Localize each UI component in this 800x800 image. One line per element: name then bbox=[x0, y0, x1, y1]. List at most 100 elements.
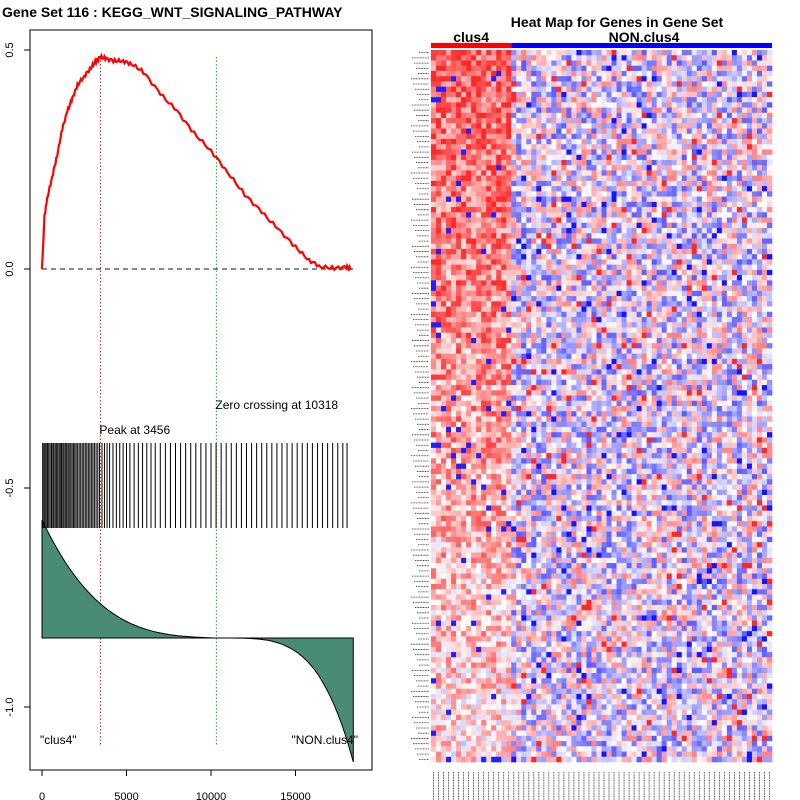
heatmap-cell bbox=[456, 421, 462, 428]
heatmap-cell bbox=[546, 411, 552, 417]
heatmap-cell bbox=[641, 207, 647, 213]
heatmap-cell bbox=[501, 180, 507, 187]
heatmap-cell bbox=[441, 102, 447, 108]
heatmap-cell bbox=[486, 228, 492, 234]
heatmap-cell bbox=[686, 217, 693, 224]
heatmap-cell bbox=[481, 175, 487, 182]
heatmap-cell bbox=[556, 196, 562, 203]
heatmap-cell bbox=[731, 165, 738, 171]
heatmap-cell bbox=[481, 348, 487, 354]
heatmap-cell bbox=[721, 86, 728, 93]
heatmap-cell bbox=[511, 353, 517, 360]
heatmap-cell bbox=[756, 290, 763, 297]
heatmap-cell bbox=[651, 243, 657, 250]
heatmap-cell bbox=[721, 280, 728, 286]
heatmap-cell bbox=[696, 406, 703, 412]
heatmap-cell bbox=[681, 301, 688, 307]
heatmap-cell bbox=[631, 296, 637, 302]
heatmap-cell bbox=[546, 76, 552, 82]
heatmap-cell bbox=[696, 65, 703, 72]
heatmap-cell bbox=[516, 248, 522, 255]
heatmap-cell bbox=[761, 337, 768, 344]
heatmap-cell bbox=[636, 296, 642, 302]
heatmap-cell bbox=[461, 107, 467, 114]
heatmap-cell bbox=[646, 322, 652, 328]
heatmap-cell bbox=[641, 269, 647, 276]
heatmap-cell bbox=[676, 128, 683, 135]
heatmap-cell bbox=[616, 280, 622, 286]
heatmap-cell bbox=[726, 123, 733, 129]
heatmap-cell bbox=[706, 118, 713, 124]
heatmap-cell bbox=[641, 170, 647, 176]
heatmap-cell bbox=[551, 385, 557, 391]
heatmap-cell bbox=[501, 159, 507, 166]
heatmap-cell bbox=[596, 139, 602, 145]
heatmap-cell bbox=[471, 348, 477, 354]
heatmap-cell bbox=[601, 201, 607, 208]
heatmap-cell bbox=[541, 364, 547, 370]
heatmap-cell bbox=[621, 91, 627, 98]
heatmap-cell bbox=[491, 159, 497, 166]
heatmap-cell bbox=[521, 222, 527, 229]
heatmap-cell bbox=[491, 379, 497, 386]
heatmap-cell bbox=[551, 97, 557, 103]
heatmap-cell bbox=[701, 269, 708, 276]
heatmap-cell bbox=[526, 343, 532, 349]
heatmap-cell bbox=[531, 86, 537, 93]
heatmap-cell bbox=[586, 118, 592, 124]
heatmap-cell bbox=[666, 65, 672, 72]
heatmap-cell bbox=[671, 406, 678, 412]
heatmap-cell bbox=[456, 139, 462, 145]
heatmap-cell bbox=[526, 180, 532, 187]
heatmap-cell bbox=[596, 322, 602, 328]
heatmap-cell bbox=[631, 364, 637, 370]
heatmap-cell bbox=[531, 70, 537, 77]
heatmap-cell bbox=[566, 70, 572, 77]
heatmap-cell bbox=[746, 400, 753, 407]
heatmap-cell bbox=[536, 369, 542, 375]
heatmap-cell bbox=[566, 306, 572, 313]
heatmap-cell bbox=[456, 107, 462, 114]
heatmap-cell bbox=[561, 175, 567, 182]
heatmap-cell bbox=[501, 243, 507, 250]
heatmap-cell bbox=[601, 296, 607, 302]
heatmap-cell bbox=[506, 411, 512, 417]
heatmap-cell bbox=[741, 259, 748, 265]
heatmap-cell bbox=[606, 390, 612, 396]
heatmap-cell bbox=[571, 50, 577, 56]
heatmap-cell bbox=[631, 416, 637, 423]
heatmap-cell bbox=[696, 327, 703, 334]
heatmap-cell bbox=[496, 317, 502, 323]
heatmap-cell bbox=[451, 364, 457, 370]
heatmap-cell bbox=[486, 275, 492, 281]
heatmap-cell bbox=[456, 149, 462, 156]
heatmap-cell bbox=[446, 123, 452, 129]
heatmap-cell bbox=[696, 259, 703, 265]
heatmap-cell bbox=[546, 332, 552, 339]
heatmap-cell bbox=[496, 254, 502, 260]
heatmap-cell bbox=[616, 358, 622, 365]
heatmap-cell bbox=[661, 248, 667, 255]
heatmap-cell bbox=[436, 238, 442, 245]
heatmap-cell bbox=[451, 186, 457, 192]
heatmap-cell bbox=[516, 285, 522, 292]
heatmap-cell bbox=[666, 337, 672, 344]
heatmap-cell bbox=[616, 65, 622, 72]
heatmap-cell bbox=[751, 118, 758, 124]
heatmap-cell bbox=[486, 102, 492, 108]
heatmap-cell bbox=[446, 248, 452, 255]
heatmap-cell bbox=[476, 133, 482, 140]
heatmap-cell bbox=[561, 400, 567, 407]
heatmap-cell bbox=[656, 296, 662, 302]
heatmap-cell bbox=[591, 385, 597, 391]
heatmap-cell bbox=[576, 296, 582, 302]
heatmap-cell bbox=[691, 358, 698, 365]
heatmap-cell bbox=[571, 290, 577, 297]
heatmap-cell bbox=[591, 248, 597, 255]
heatmap-cell bbox=[591, 91, 597, 98]
heatmap-cell bbox=[676, 411, 683, 417]
heatmap-cell bbox=[606, 201, 612, 208]
heatmap-cell bbox=[736, 364, 743, 370]
heatmap-cell bbox=[496, 212, 502, 218]
heatmap-cell bbox=[611, 102, 617, 108]
